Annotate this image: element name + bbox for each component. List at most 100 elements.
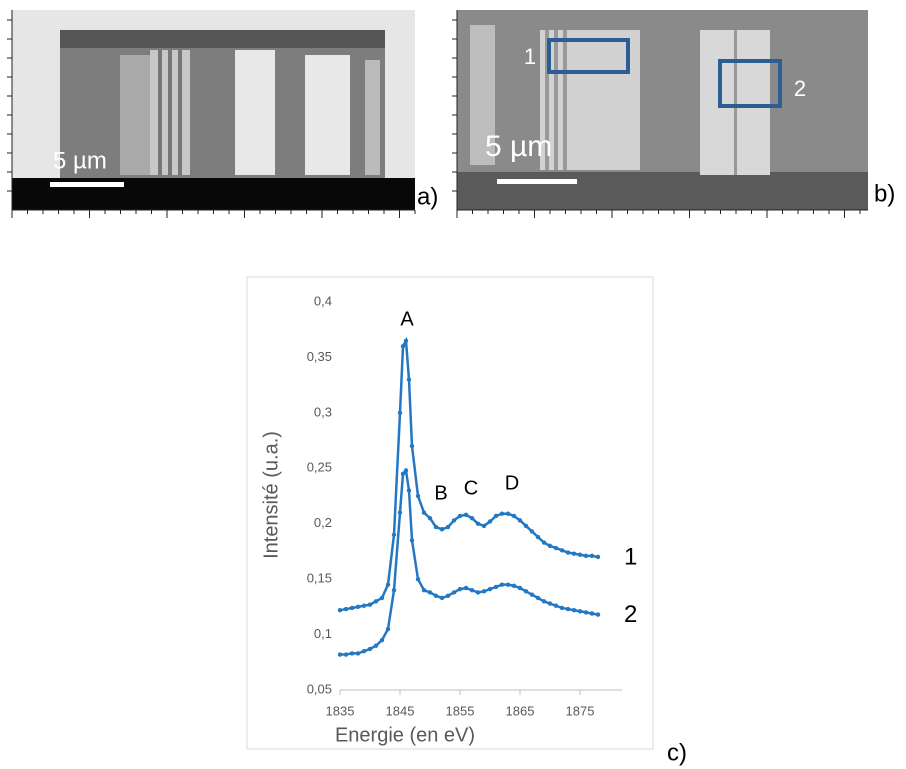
data-point <box>529 529 535 534</box>
annotation: A <box>400 308 414 330</box>
y-tick-label: 0,35 <box>307 349 332 364</box>
data-point <box>475 521 481 526</box>
micrograph-a: 5 µm a) <box>12 10 438 210</box>
data-point <box>385 626 391 632</box>
data-point <box>529 592 535 597</box>
data-point <box>565 606 571 612</box>
series-label: 2 <box>624 601 637 628</box>
data-point <box>379 595 385 601</box>
data-point <box>385 582 391 587</box>
series-label: 1 <box>624 543 637 570</box>
y-tick-label: 0,2 <box>314 515 332 530</box>
data-point <box>406 377 412 382</box>
scale-bar-label: 5 µm <box>485 130 552 163</box>
region-label: 1 <box>524 44 536 69</box>
data-point <box>547 543 553 549</box>
data-point <box>589 553 595 559</box>
data-point <box>595 612 601 617</box>
data-point <box>523 523 529 529</box>
panel-label: a) <box>417 183 438 210</box>
data-point <box>337 652 343 657</box>
chart-frame <box>246 276 654 750</box>
data-point <box>397 510 403 515</box>
data-point <box>577 609 583 614</box>
y-tick-label: 0,25 <box>307 460 332 475</box>
data-point <box>343 606 349 612</box>
data-point <box>355 604 361 610</box>
data-point <box>475 590 481 595</box>
data-point <box>553 603 559 608</box>
data-point <box>505 582 511 587</box>
data-point <box>487 519 493 524</box>
data-point <box>481 523 487 529</box>
data-point <box>415 493 421 499</box>
data-point <box>499 511 505 516</box>
data-point <box>493 584 499 590</box>
data-point <box>343 652 349 657</box>
data-point <box>493 513 499 519</box>
data-point <box>559 605 565 611</box>
data-point <box>505 511 511 516</box>
x-tick-label: 1845 <box>386 703 415 718</box>
data-point <box>451 590 457 595</box>
data-point <box>535 534 541 540</box>
data-point <box>445 524 451 530</box>
data-point <box>541 540 547 545</box>
x-axis-label: Energie (en eV) <box>335 724 475 746</box>
series-line <box>340 467 599 656</box>
data-point <box>571 551 577 556</box>
data-point <box>463 512 469 518</box>
data-point <box>469 515 475 521</box>
x-tick-label: 1875 <box>566 703 595 718</box>
data-point <box>451 518 457 523</box>
data-point <box>367 602 373 607</box>
data-point <box>400 471 406 477</box>
data-point <box>406 488 412 493</box>
data-point <box>433 524 439 530</box>
x-tick-label: 1835 <box>326 703 355 718</box>
data-point <box>421 510 427 515</box>
data-point <box>415 576 421 582</box>
y-tick-label: 0,15 <box>307 571 332 586</box>
data-point <box>445 593 451 598</box>
y-tick-label: 0,3 <box>314 404 332 419</box>
data-point <box>361 649 367 654</box>
data-point <box>427 590 433 595</box>
data-point <box>535 595 541 601</box>
data-point <box>409 538 415 543</box>
data-point <box>391 532 397 537</box>
x-tick-label: 1855 <box>446 703 475 718</box>
data-point <box>355 651 361 656</box>
data-point <box>517 518 523 523</box>
y-tick-label: 0,1 <box>314 626 332 641</box>
data-point <box>397 410 403 416</box>
data-point <box>511 513 517 519</box>
data-point <box>565 550 571 555</box>
series-line <box>339 336 599 612</box>
data-point <box>487 586 493 592</box>
data-point <box>427 515 433 521</box>
data-point <box>457 513 463 519</box>
data-point <box>349 605 355 611</box>
data-point <box>421 588 427 593</box>
data-point <box>577 552 583 557</box>
panel-label: c) <box>667 739 687 766</box>
data-point <box>409 443 415 449</box>
y-tick-label: 0,05 <box>307 681 332 696</box>
data-point <box>499 582 505 587</box>
data-point <box>403 468 409 473</box>
y-axis-label: Intensité (u.a.) <box>260 431 282 559</box>
data-point <box>403 338 409 343</box>
y-tick-label: 0,4 <box>314 293 332 308</box>
data-point <box>571 607 577 613</box>
data-point <box>391 588 397 593</box>
data-point <box>367 646 373 652</box>
data-point <box>463 585 469 591</box>
data-point <box>439 595 445 601</box>
annotation: C <box>464 477 478 499</box>
annotation: B <box>434 482 447 504</box>
data-point <box>511 583 517 588</box>
data-point <box>589 611 595 616</box>
